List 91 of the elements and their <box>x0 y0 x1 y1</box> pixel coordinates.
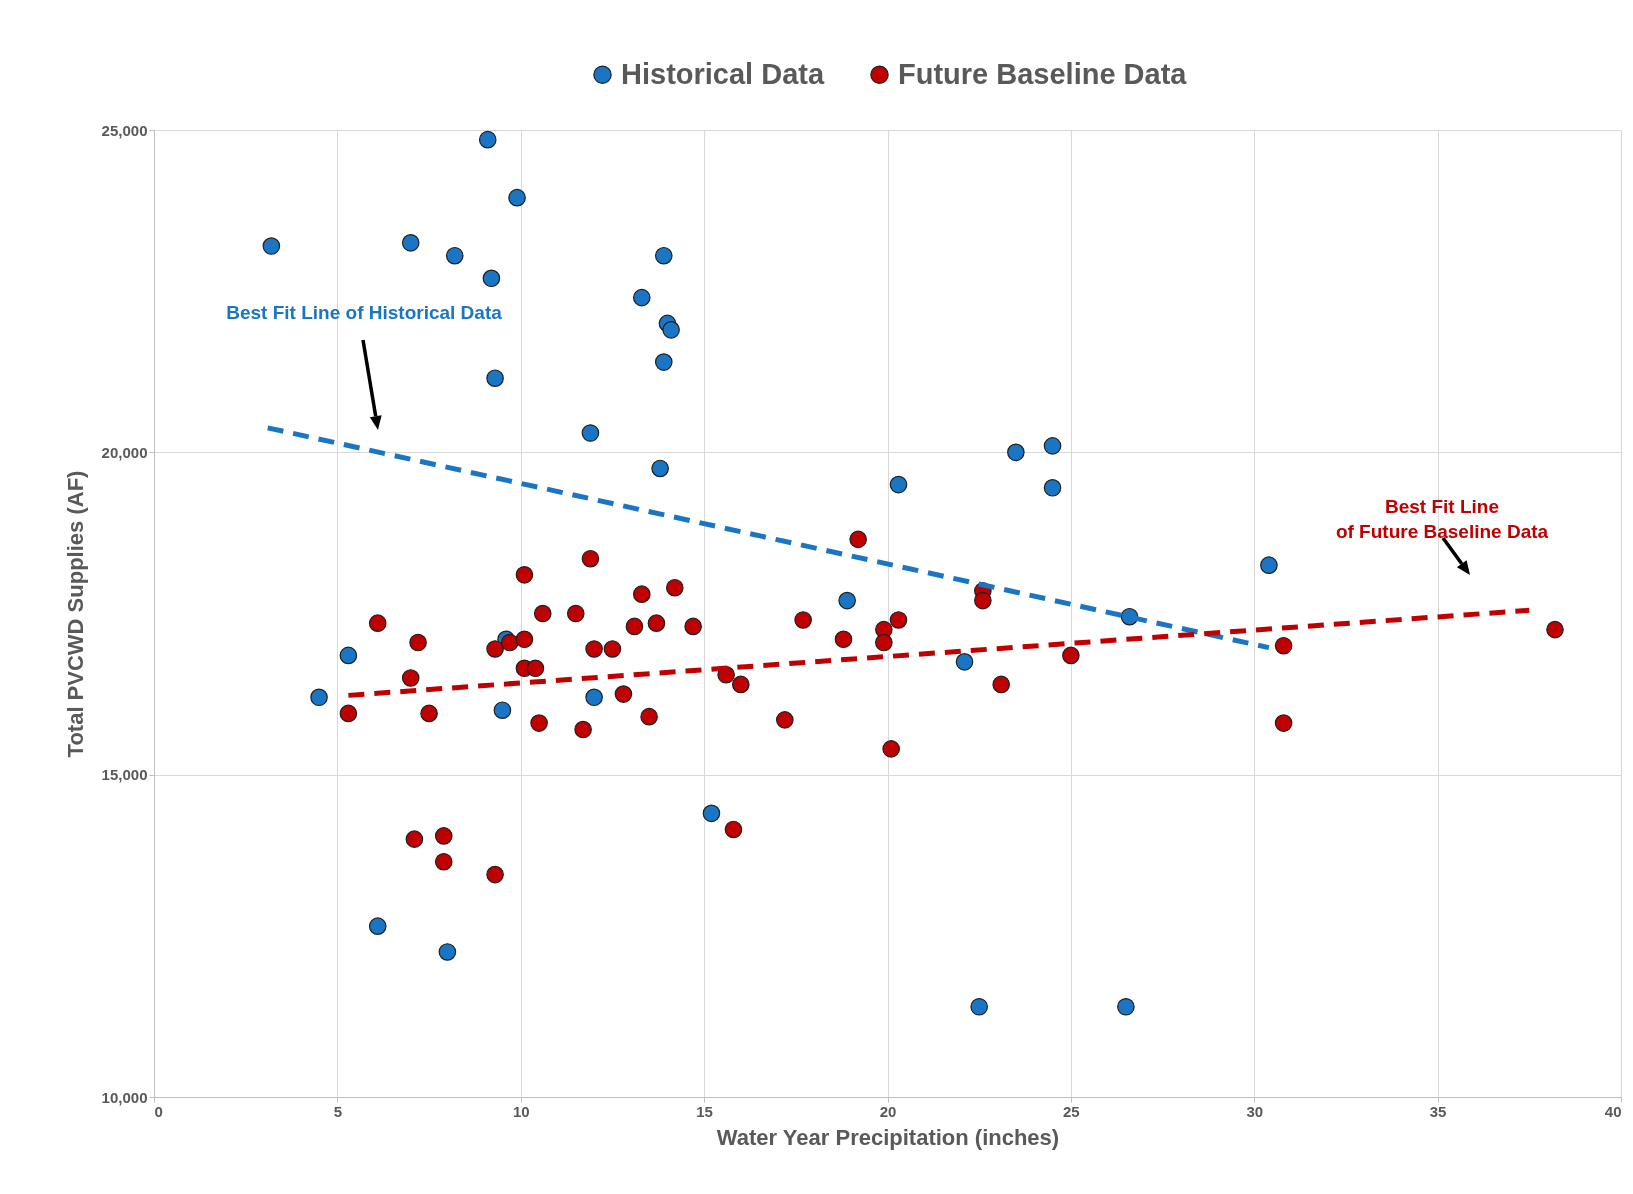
point <box>662 321 680 339</box>
y-tick-label: 10,000 <box>101 1088 148 1106</box>
point <box>1007 443 1025 462</box>
point <box>581 549 600 568</box>
point <box>401 669 420 687</box>
point <box>1546 620 1564 639</box>
point <box>632 585 651 603</box>
point <box>724 820 743 839</box>
point <box>262 237 281 255</box>
point <box>614 685 633 703</box>
point <box>445 246 464 265</box>
point <box>603 640 622 658</box>
x-tick-label: 30 <box>1246 1102 1264 1120</box>
point <box>486 369 504 387</box>
point <box>482 269 501 288</box>
point <box>574 720 592 739</box>
point <box>533 604 552 623</box>
point <box>889 475 908 494</box>
point <box>775 711 794 729</box>
y-tick-label: 15,000 <box>101 766 148 784</box>
point <box>434 852 453 871</box>
annotation: Best Fit Line of Future Baseline Data <box>1335 496 1549 542</box>
point <box>1117 997 1135 1016</box>
point <box>530 714 548 732</box>
point <box>665 578 684 597</box>
point <box>849 530 867 549</box>
point <box>651 459 669 478</box>
point <box>992 675 1011 694</box>
point <box>1260 556 1278 574</box>
point <box>875 633 893 652</box>
point <box>368 917 387 935</box>
y-tick-label: 25,000 <box>101 121 148 139</box>
point <box>585 688 603 707</box>
point <box>838 591 856 610</box>
point <box>438 943 457 961</box>
x-axis-title: Water Year Precipitation (inches) <box>716 1124 1060 1150</box>
point <box>368 614 387 632</box>
point <box>834 630 853 649</box>
point <box>500 633 519 652</box>
point <box>493 701 512 719</box>
x-tick-label: 40 <box>1604 1102 1622 1120</box>
point <box>310 688 328 707</box>
x-tick-label: 20 <box>879 1102 897 1120</box>
point <box>654 246 673 265</box>
point <box>339 646 358 665</box>
point <box>731 675 750 694</box>
x-tick-label: 10 <box>512 1102 530 1120</box>
point <box>581 424 600 442</box>
point <box>508 188 526 207</box>
point <box>702 804 721 823</box>
point <box>1043 437 1062 455</box>
point <box>794 611 812 629</box>
point <box>625 617 644 636</box>
x-tick-label: 0 <box>154 1102 163 1120</box>
y-tick-label: 20,000 <box>101 443 148 461</box>
y-axis-title: Total PVCWD Supplies (AF) <box>62 470 88 758</box>
point <box>889 611 908 629</box>
point <box>640 707 658 726</box>
point <box>1043 478 1062 497</box>
point <box>684 617 702 636</box>
point <box>526 659 545 678</box>
x-tick-label: 25 <box>1063 1102 1080 1120</box>
point <box>434 827 453 845</box>
point <box>515 630 534 649</box>
x-tick-label: 15 <box>696 1102 713 1120</box>
point <box>420 704 438 723</box>
point <box>585 640 603 658</box>
point <box>1274 636 1293 655</box>
legend-label: Future Baseline Data <box>898 57 1188 90</box>
point <box>486 640 504 658</box>
point <box>409 633 427 652</box>
legend-label: Historical Data <box>621 57 825 90</box>
point <box>970 997 988 1016</box>
point <box>974 591 992 610</box>
point <box>478 130 497 149</box>
point <box>339 704 358 723</box>
point <box>515 566 534 584</box>
point <box>566 604 585 623</box>
x-tick-label: 35 <box>1429 1102 1447 1120</box>
point <box>405 830 424 848</box>
point <box>955 653 974 671</box>
point <box>1274 714 1293 732</box>
annotation: Best Fit Line of Historical Data <box>226 302 503 323</box>
point <box>632 288 651 307</box>
x-tick-label: 5 <box>333 1102 343 1120</box>
point <box>654 353 673 371</box>
point <box>882 740 900 758</box>
point <box>401 234 420 252</box>
point <box>647 614 666 632</box>
point <box>1062 646 1080 665</box>
point <box>486 865 504 884</box>
